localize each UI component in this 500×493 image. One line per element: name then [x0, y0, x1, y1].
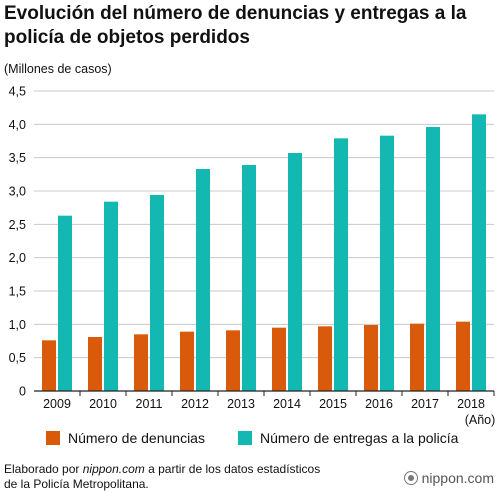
- bar-denuncias: [318, 326, 332, 391]
- bar-entregas: [472, 114, 486, 391]
- x-tick-label: 2018: [457, 397, 485, 411]
- bar-entregas: [242, 165, 256, 391]
- bar-entregas: [104, 201, 118, 391]
- source-note: Elaborado por nippon.com a partir de los…: [4, 462, 320, 492]
- bar-denuncias: [456, 321, 470, 391]
- legend-swatch-entregas: [238, 431, 252, 445]
- nippon-logo: nippon.com: [403, 470, 494, 486]
- bar-denuncias: [272, 327, 286, 391]
- y-axis-unit-label: (Millones de casos): [4, 62, 112, 76]
- y-tick-label: 4,5: [9, 85, 26, 99]
- bar-entregas: [196, 169, 210, 391]
- bar-denuncias: [42, 340, 56, 391]
- bar-chart: 0 0,5 1,0 1,5 2,0 2,5 3,0 3,5 4,0 4,5 2009 2010 2011…: [9, 85, 496, 428]
- bar-denuncias: [364, 325, 378, 391]
- bar-denuncias: [180, 331, 194, 391]
- bar-entregas: [150, 195, 164, 391]
- bar-denuncias: [226, 330, 240, 391]
- source-site: nippon.com: [82, 462, 145, 476]
- bar-entregas: [380, 135, 394, 391]
- x-axis-unit-label: (Año): [465, 413, 496, 427]
- bar-denuncias: [88, 337, 102, 391]
- bar-denuncias: [410, 323, 424, 391]
- y-tick-label: 3,0: [9, 185, 26, 199]
- legend-item-entregas: Número de entregas a la policía: [238, 430, 458, 446]
- y-tick-label: 4,0: [9, 118, 26, 132]
- x-tick-label: 2013: [227, 397, 255, 411]
- x-tick-label: 2009: [43, 397, 71, 411]
- y-tick-label: 1,0: [9, 318, 26, 332]
- y-tick-label: 0: [19, 385, 26, 399]
- y-tick-label: 3,5: [9, 151, 26, 165]
- legend-label-entregas: Número de entregas a la policía: [260, 430, 459, 446]
- bar-entregas: [334, 138, 348, 391]
- x-tick-label: 2010: [89, 397, 117, 411]
- logo-icon: [403, 471, 418, 485]
- y-tick-label: 0,5: [9, 351, 26, 365]
- legend-swatch-denuncias: [46, 431, 60, 445]
- y-tick-label: 2,0: [9, 251, 26, 265]
- logo-text: nippon.com: [421, 470, 494, 486]
- legend-label-denuncias: Número de denuncias: [68, 430, 205, 446]
- source-prefix: Elaborado por: [4, 462, 83, 476]
- legend-item-denuncias: Número de denuncias: [46, 430, 205, 446]
- x-tick-label: 2011: [136, 397, 163, 411]
- chart-title: Evolución del número de denuncias y entr…: [4, 3, 467, 48]
- source-suffix: a partir de los datos estadísticos: [144, 462, 321, 476]
- y-tick-label: 2,5: [9, 218, 26, 232]
- bar-denuncias: [134, 334, 148, 391]
- x-tick-label: 2016: [365, 397, 393, 411]
- bar-entregas: [426, 127, 440, 391]
- source-line2: de la Policía Metropolitana.: [4, 477, 149, 491]
- y-tick-label: 1,5: [9, 285, 26, 299]
- bar-entregas: [58, 215, 72, 391]
- x-tick-label: 2017: [411, 397, 439, 411]
- x-tick-label: 2012: [181, 397, 209, 411]
- x-tick-label: 2014: [273, 397, 301, 411]
- x-tick-label: 2015: [319, 397, 347, 411]
- bar-entregas: [288, 153, 302, 391]
